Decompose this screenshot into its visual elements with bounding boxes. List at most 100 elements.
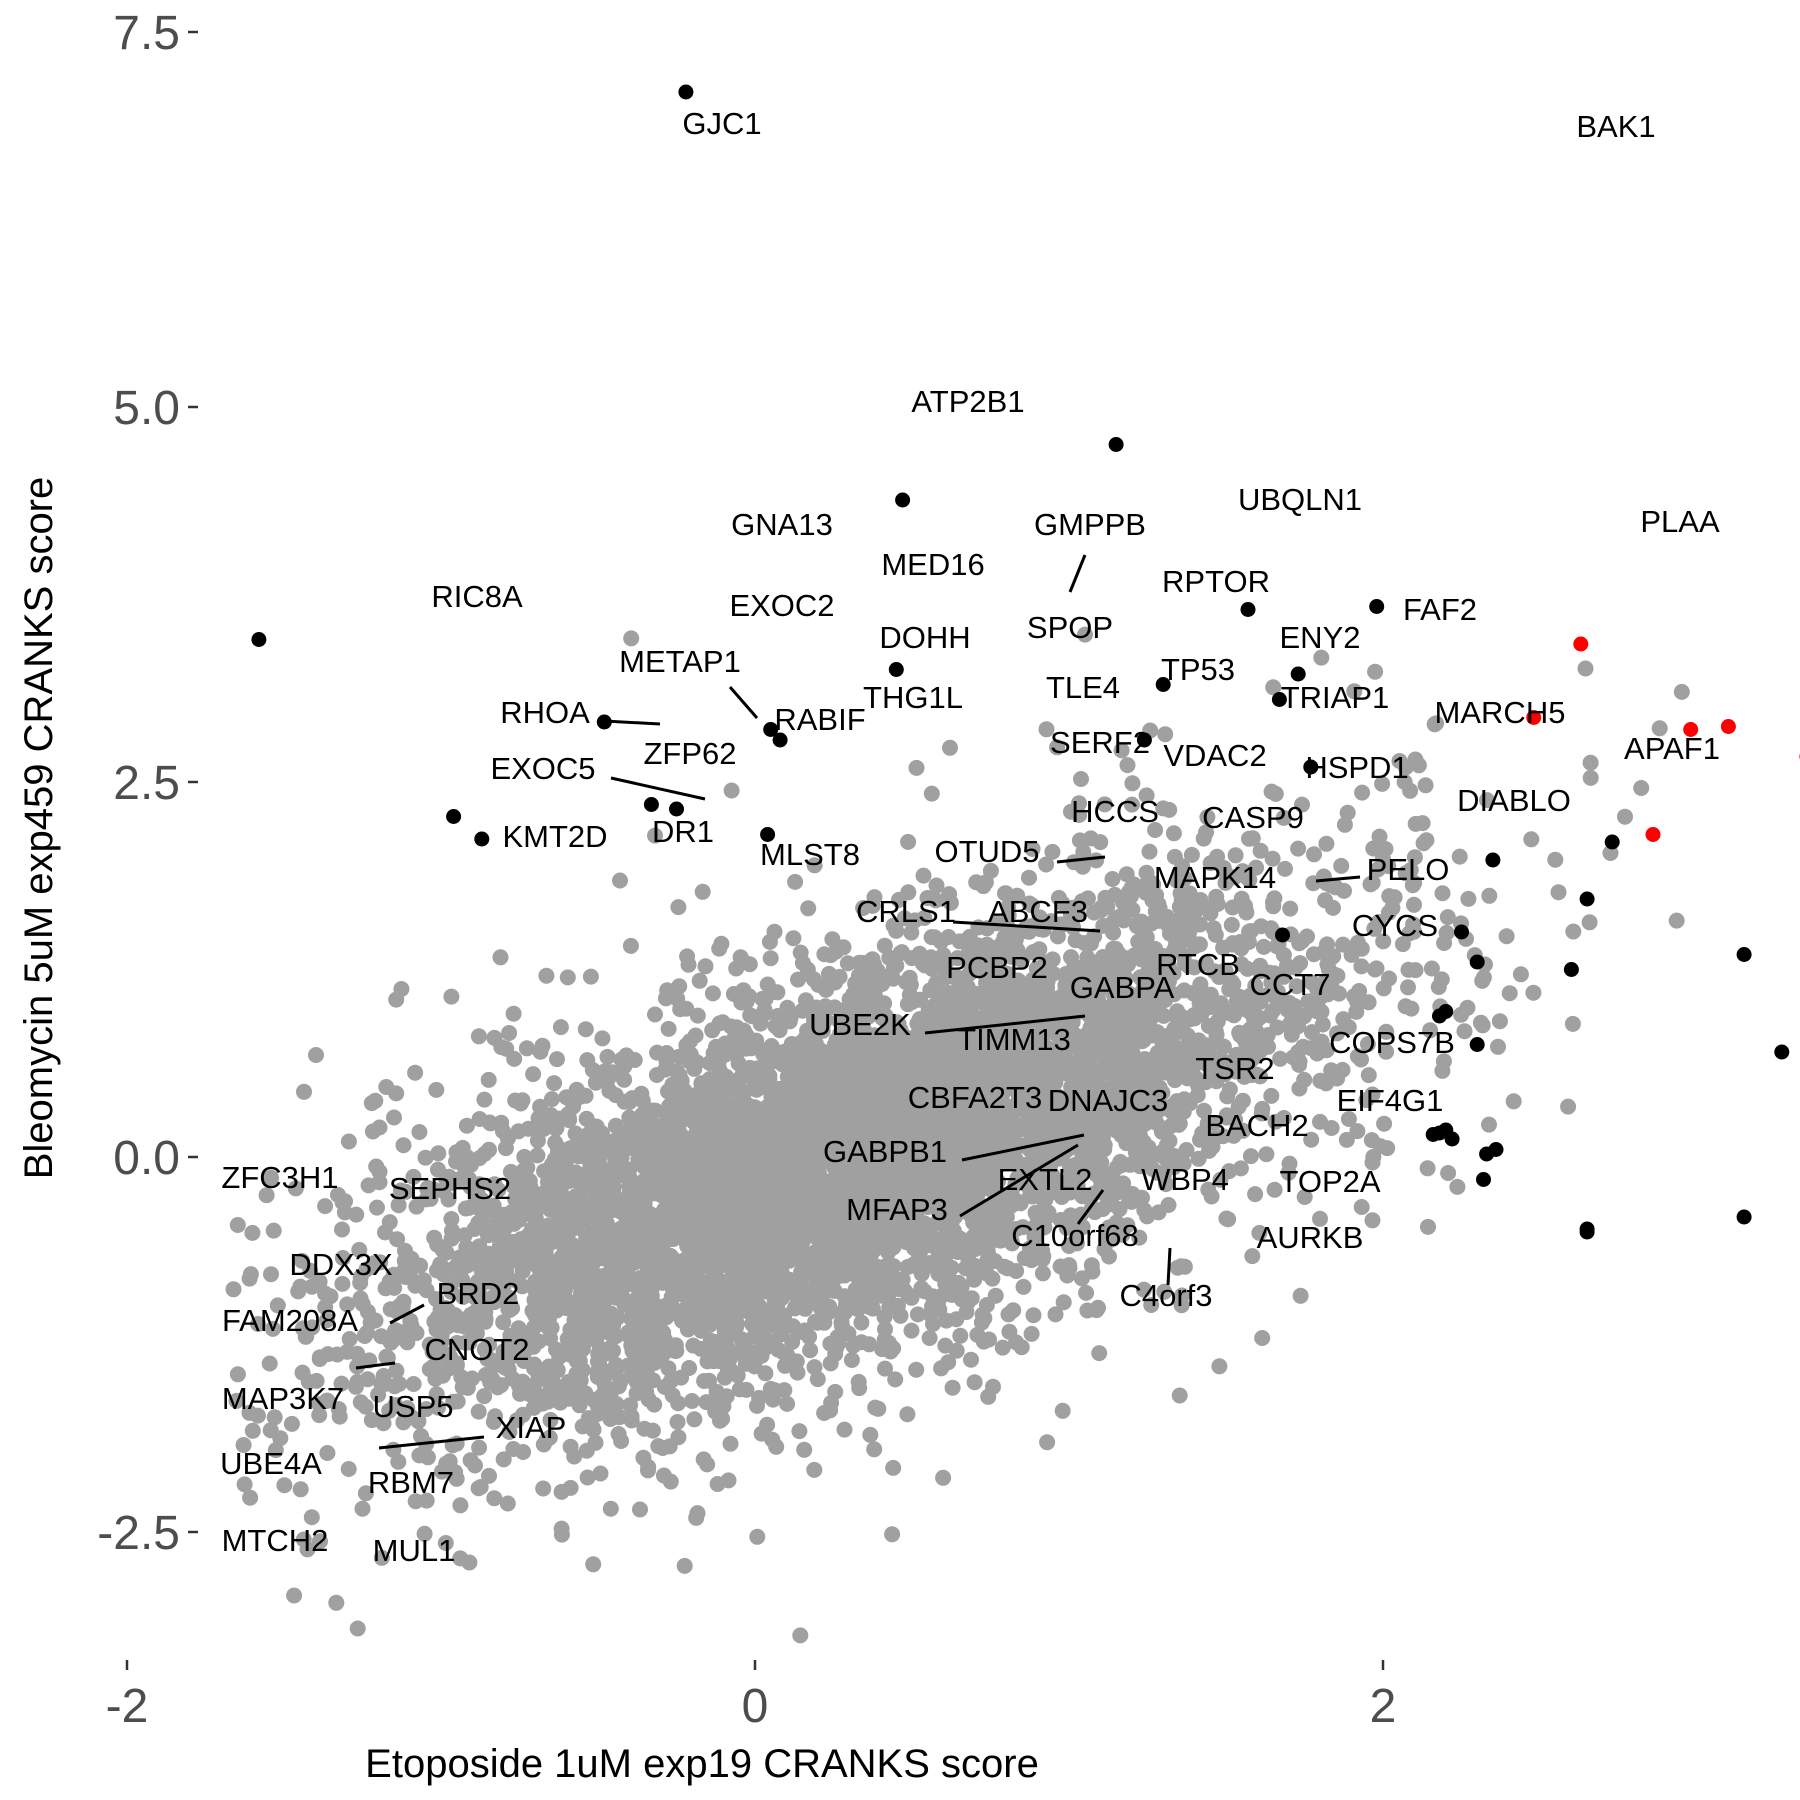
background-point — [1124, 775, 1141, 792]
background-point — [486, 1176, 503, 1193]
background-point — [1176, 870, 1193, 887]
background-point — [286, 1587, 303, 1604]
background-point — [317, 1198, 334, 1215]
background-point — [363, 1095, 380, 1112]
background-point — [602, 1500, 619, 1517]
background-point — [695, 1451, 712, 1468]
background-point — [235, 1437, 252, 1453]
background-point — [997, 885, 1014, 902]
background-point — [1157, 726, 1174, 743]
background-point — [1133, 913, 1150, 930]
background-point — [418, 1401, 435, 1418]
background-point — [1156, 1283, 1173, 1300]
background-point — [501, 1424, 518, 1440]
background-point — [684, 1393, 700, 1409]
background-point — [319, 1346, 336, 1363]
background-point — [389, 1231, 406, 1248]
background-point — [1254, 1330, 1271, 1346]
background-point — [621, 1094, 638, 1110]
background-point — [789, 1364, 806, 1381]
background-point — [967, 1239, 984, 1255]
background-point — [1512, 966, 1529, 983]
background-point — [903, 924, 920, 941]
background-point — [1161, 801, 1178, 818]
background-point — [1246, 1009, 1262, 1025]
background-point — [1581, 914, 1598, 931]
background-point — [862, 1426, 879, 1443]
background-point — [749, 1397, 765, 1414]
background-point — [824, 931, 841, 948]
background-point — [532, 1043, 549, 1060]
background-point — [228, 1392, 245, 1409]
background-point — [578, 1442, 595, 1459]
background-point — [1282, 900, 1299, 917]
background-point — [1196, 1102, 1212, 1119]
background-point — [549, 1051, 565, 1068]
background-point — [1266, 1181, 1283, 1198]
background-point — [266, 1409, 283, 1426]
background-point — [1277, 860, 1293, 877]
background-point — [1102, 1101, 1119, 1118]
background-point — [1318, 835, 1335, 852]
background-point — [1265, 679, 1282, 696]
background-point — [443, 988, 460, 1005]
background-point — [328, 1594, 345, 1611]
background-point — [1263, 920, 1280, 937]
background-point — [1547, 851, 1564, 868]
background-point — [330, 1186, 346, 1203]
background-point — [775, 1344, 792, 1361]
background-point — [792, 1627, 809, 1644]
background-point — [1171, 1387, 1188, 1404]
background-point — [622, 937, 639, 954]
background-point — [1481, 1116, 1497, 1133]
background-point — [358, 1324, 375, 1341]
background-point — [349, 1345, 366, 1362]
background-point — [1420, 1218, 1436, 1235]
background-point — [575, 1087, 592, 1104]
background-point — [263, 1169, 279, 1186]
background-point — [369, 1199, 385, 1216]
background-point — [1673, 683, 1690, 700]
background-point — [438, 1351, 454, 1368]
background-point — [976, 1310, 993, 1327]
background-point — [1108, 1214, 1125, 1231]
background-point — [452, 1497, 469, 1514]
background-point — [968, 874, 985, 891]
background-point — [1415, 835, 1432, 852]
background-point — [552, 1019, 569, 1036]
background-point — [1123, 796, 1140, 813]
background-point — [1400, 961, 1417, 978]
background-point — [336, 1204, 353, 1221]
background-point — [1206, 1114, 1222, 1131]
background-point — [725, 986, 742, 1002]
background-point — [433, 1463, 450, 1480]
background-point — [535, 1480, 552, 1497]
background-point — [357, 1485, 374, 1502]
background-point — [570, 1336, 587, 1353]
background-point — [1396, 774, 1413, 790]
background-point — [303, 1509, 320, 1526]
background-point — [1059, 1267, 1076, 1284]
background-point — [757, 1365, 774, 1382]
background-point — [876, 1309, 893, 1325]
background-point — [633, 1155, 650, 1172]
background-point — [546, 1075, 563, 1092]
background-point — [1338, 1131, 1355, 1148]
background-point — [629, 1369, 646, 1386]
background-point — [808, 1003, 825, 1020]
background-point — [698, 1394, 715, 1411]
background-point — [697, 958, 714, 975]
background-point — [333, 1375, 350, 1392]
background-point — [1047, 1306, 1064, 1323]
background-point — [712, 1392, 729, 1409]
background-point — [613, 1280, 630, 1297]
background-point — [529, 1147, 546, 1164]
background-point — [752, 1015, 769, 1032]
background-point — [909, 1306, 926, 1323]
background-point — [686, 1411, 703, 1428]
background-point — [728, 960, 745, 977]
background-point — [1163, 1103, 1180, 1120]
background-point — [647, 1006, 663, 1023]
background-point — [1244, 1248, 1261, 1265]
background-point — [1300, 993, 1317, 1010]
